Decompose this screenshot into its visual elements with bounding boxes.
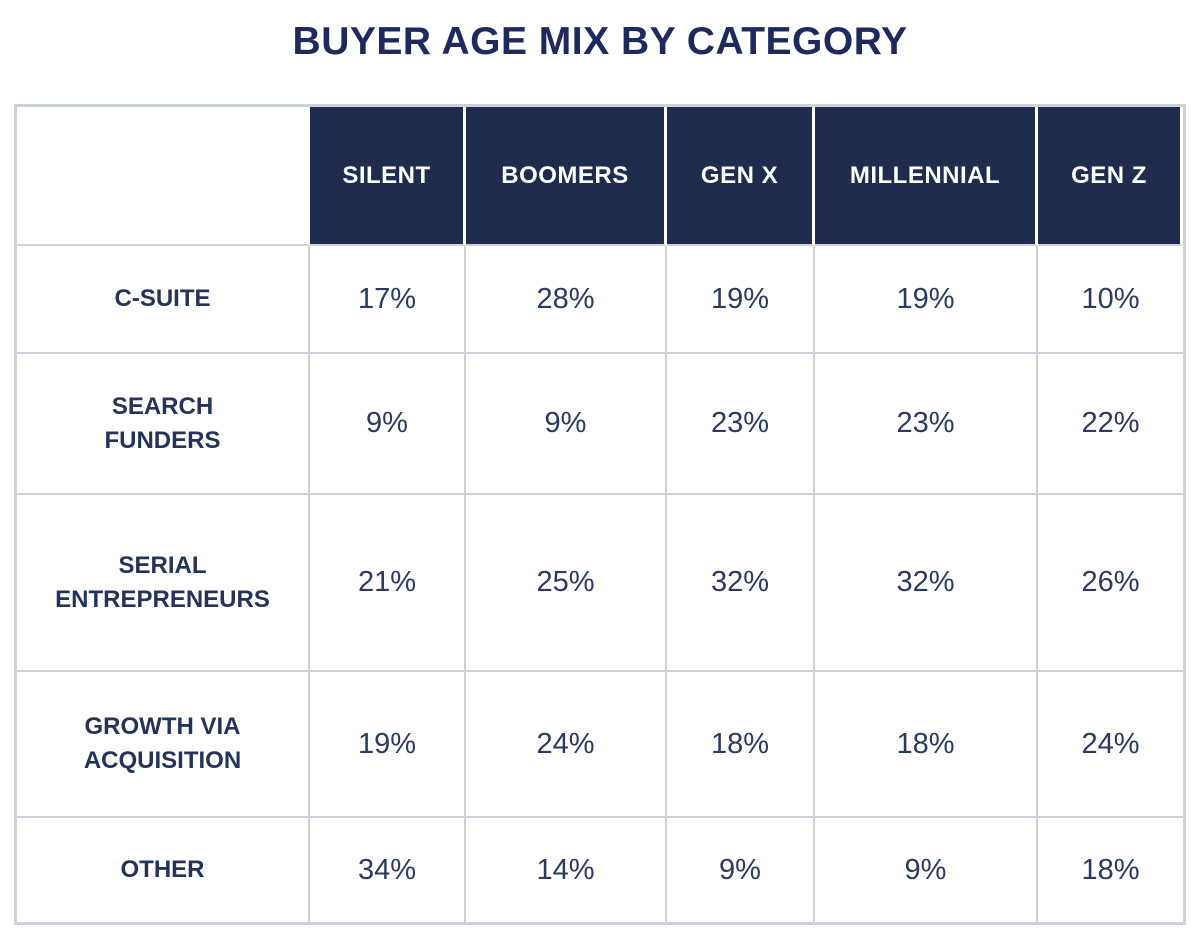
table-cell: 28% [466, 246, 667, 354]
table-cell: 14% [466, 818, 667, 922]
corner-cell [17, 107, 310, 246]
table-cell: 24% [466, 672, 667, 818]
table-cell: 17% [310, 246, 466, 354]
table-cell: 23% [667, 354, 815, 495]
table-cell: 32% [815, 495, 1038, 672]
table-cell: 9% [466, 354, 667, 495]
table-cell: 34% [310, 818, 466, 922]
column-header-silent: SILENT [310, 107, 466, 246]
table-row: SEARCH FUNDERS 9% 9% 23% 23% 22% [17, 354, 1183, 495]
table-cell: 10% [1038, 246, 1183, 354]
table-row: C-SUITE 17% 28% 19% 19% 10% [17, 246, 1183, 354]
table-cell: 25% [466, 495, 667, 672]
table-cell: 26% [1038, 495, 1183, 672]
table-cell: 19% [310, 672, 466, 818]
table-cell: 18% [667, 672, 815, 818]
table-row: GROWTH VIA ACQUISITION 19% 24% 18% 18% 2… [17, 672, 1183, 818]
table-cell: 9% [310, 354, 466, 495]
table-cell: 9% [667, 818, 815, 922]
table-cell: 18% [815, 672, 1038, 818]
table-row: SERIAL ENTREPRENEURS 21% 25% 32% 32% 26% [17, 495, 1183, 672]
header-row: SILENT BOOMERS GEN X MILLENNIAL GEN Z [17, 107, 1183, 246]
table-cell: 9% [815, 818, 1038, 922]
table-cell: 18% [1038, 818, 1183, 922]
table-cell: 21% [310, 495, 466, 672]
column-header-gen-x: GEN X [667, 107, 815, 246]
column-header-boomers: BOOMERS [466, 107, 667, 246]
row-label-growth-via-acquisition: GROWTH VIA ACQUISITION [17, 672, 310, 818]
row-label-serial-entrepreneurs: SERIAL ENTREPRENEURS [17, 495, 310, 672]
table-cell: 23% [815, 354, 1038, 495]
table-cell: 24% [1038, 672, 1183, 818]
buyer-age-table: SILENT BOOMERS GEN X MILLENNIAL GEN Z C-… [14, 104, 1186, 925]
table-row: OTHER 34% 14% 9% 9% 18% [17, 818, 1183, 922]
table-cell: 19% [815, 246, 1038, 354]
row-label-c-suite: C-SUITE [17, 246, 310, 354]
row-label-other: OTHER [17, 818, 310, 922]
table-cell: 19% [667, 246, 815, 354]
table-cell: 32% [667, 495, 815, 672]
row-label-search-funders: SEARCH FUNDERS [17, 354, 310, 495]
column-header-gen-z: GEN Z [1038, 107, 1183, 246]
table-cell: 22% [1038, 354, 1183, 495]
column-header-millennial: MILLENNIAL [815, 107, 1038, 246]
page-title: BUYER AGE MIX BY CATEGORY [292, 20, 908, 63]
